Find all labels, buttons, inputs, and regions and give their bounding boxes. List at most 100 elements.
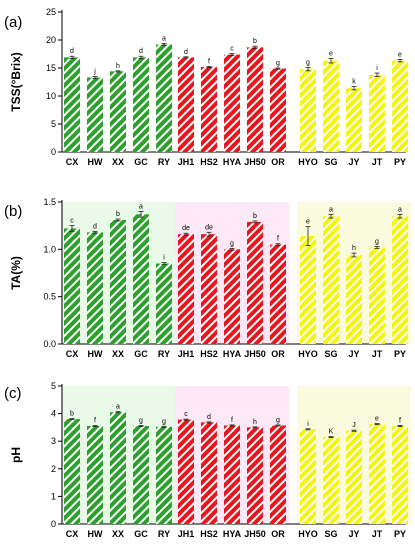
chart-panel-2: (b) TA(%) 0.0 0.5 1.0 1.5 c CX d HW b XX a GC i RY de JH1… <box>4 197 411 359</box>
x-tick-label: JT <box>372 157 383 167</box>
y-axis-title: pH <box>9 447 23 463</box>
significance-letter: k <box>352 78 356 85</box>
x-tick-label: CX <box>66 157 79 167</box>
bar-JY <box>346 255 362 344</box>
significance-letter: g <box>276 60 280 67</box>
x-tick-label: XX <box>112 349 124 359</box>
significance-letter: a <box>116 404 120 411</box>
x-tick-label: PY <box>394 349 406 359</box>
y-axis-title: TSS(°Brix) <box>9 52 23 111</box>
significance-letter: a <box>398 206 402 213</box>
bar-OR <box>270 425 286 524</box>
y-tick-label: 5 <box>51 119 56 129</box>
bar-RY <box>156 263 172 344</box>
bar-JH1 <box>178 419 194 524</box>
significance-letter: h <box>116 63 120 70</box>
x-tick-label: PY <box>394 529 406 539</box>
significance-letter: e <box>398 52 402 59</box>
significance-letter: b <box>253 38 257 45</box>
significance-letter: b <box>116 211 120 218</box>
x-tick-label: JH1 <box>178 349 195 359</box>
y-tick-label: 0.5 <box>43 292 56 302</box>
x-tick-label: HYA <box>223 157 242 167</box>
y-tick-label: 10 <box>46 91 56 101</box>
significance-letter: de <box>205 224 213 231</box>
bar-JT <box>369 247 385 344</box>
significance-letter: d <box>93 223 97 230</box>
significance-letter: j <box>93 68 96 75</box>
significance-letter: g <box>230 240 234 247</box>
significance-letter: d <box>139 48 143 55</box>
significance-letter: f <box>399 417 401 424</box>
x-tick-label: SG <box>324 349 337 359</box>
y-axis-title: TA(%) <box>9 256 23 290</box>
significance-letter: f <box>277 236 279 243</box>
y-tick-label: 0 <box>51 519 56 529</box>
x-tick-label: RY <box>158 529 170 539</box>
x-tick-label: HYA <box>223 529 242 539</box>
x-tick-label: JY <box>348 157 359 167</box>
bar-HW <box>87 426 103 524</box>
bar-GC <box>133 57 149 152</box>
panel-letter: (b) <box>4 203 22 220</box>
bar-JH50 <box>247 221 263 344</box>
y-tick-label: 4 <box>51 409 56 419</box>
y-tick-label: 0.0 <box>43 339 56 349</box>
y-tick-label: 5 <box>51 381 56 391</box>
x-tick-label: CX <box>66 529 79 539</box>
bar-HW <box>87 77 103 152</box>
y-tick-label: 1.5 <box>43 197 56 207</box>
bar-JH1 <box>178 57 194 152</box>
bar-JY <box>346 88 362 152</box>
x-tick-label: GC <box>134 349 148 359</box>
bar-HYA <box>224 249 240 344</box>
significance-letter: a <box>139 203 143 210</box>
significance-letter: d <box>207 414 211 421</box>
significance-letter: f <box>208 58 210 65</box>
significance-letter: c <box>230 45 234 52</box>
x-tick-label: JH50 <box>244 529 266 539</box>
bar-GC <box>133 426 149 524</box>
significance-letter: K <box>329 429 334 436</box>
x-tick-label: XX <box>112 529 124 539</box>
significance-letter: g <box>162 418 166 425</box>
x-tick-label: JH1 <box>178 529 195 539</box>
bar-HYA <box>224 425 240 524</box>
bar-JT <box>369 424 385 524</box>
x-tick-label: PY <box>394 157 406 167</box>
bar-PY <box>392 426 408 524</box>
significance-letter: d <box>184 49 188 56</box>
chart-panel-1: (a) TSS(°Brix) 0 5 10 15 20 25 d CX j HW h XX d GC a RY d J… <box>4 7 408 167</box>
bar-PY <box>392 60 408 152</box>
x-tick-label: SG <box>324 529 337 539</box>
significance-letter: e <box>375 416 379 423</box>
x-tick-label: JH1 <box>178 157 195 167</box>
bar-XX <box>110 219 126 344</box>
significance-letter: f <box>94 417 96 424</box>
significance-letter: h <box>352 245 356 252</box>
significance-letter: i <box>163 255 165 262</box>
bar-OR <box>270 68 286 152</box>
bar-JT <box>369 74 385 152</box>
significance-letter: g <box>375 238 379 245</box>
y-tick-label: 15 <box>46 63 56 73</box>
y-tick-label: 1 <box>51 491 56 501</box>
significance-letter: e <box>306 219 310 226</box>
x-tick-label: HW <box>88 529 103 539</box>
x-tick-label: GC <box>134 529 148 539</box>
bar-XX <box>110 71 126 152</box>
significance-letter: g <box>306 59 310 66</box>
bar-RY <box>156 426 172 524</box>
bar-JH50 <box>247 47 263 152</box>
significance-letter: de <box>182 225 190 232</box>
bar-RY <box>156 44 172 153</box>
significance-letter: c <box>184 411 188 418</box>
x-tick-label: JT <box>372 349 383 359</box>
bar-JH1 <box>178 234 194 344</box>
bar-GC <box>133 214 149 344</box>
bar-HW <box>87 232 103 344</box>
bar-XX <box>110 412 126 524</box>
x-tick-label: HYA <box>223 349 242 359</box>
y-tick-label: 20 <box>46 35 56 45</box>
